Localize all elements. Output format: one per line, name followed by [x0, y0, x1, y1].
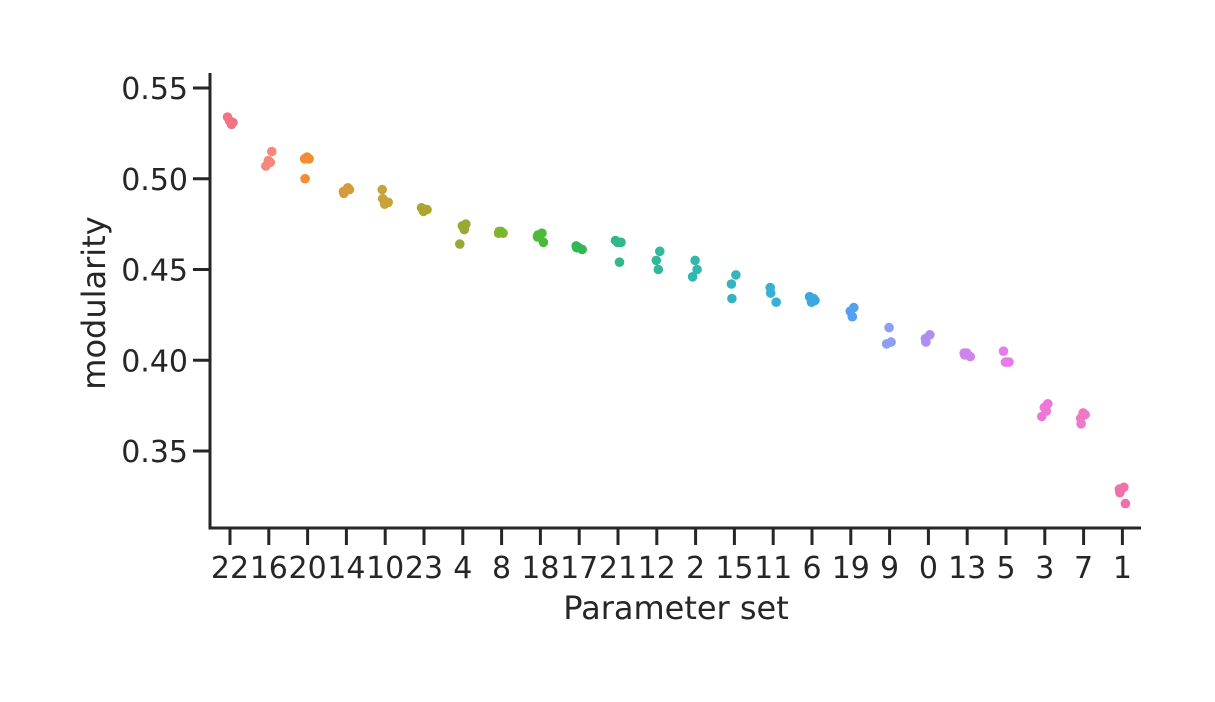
y-tick-label: 0.40 [121, 344, 188, 379]
x-tick-label: 4 [453, 551, 472, 586]
x-tick-label: 12 [638, 551, 676, 586]
data-point-9 [884, 322, 894, 333]
data-point-2 [687, 272, 698, 282]
x-tick-label: 18 [521, 551, 559, 586]
x-tick-label: 13 [948, 551, 986, 586]
x-tick-label: 10 [366, 551, 404, 586]
x-tick-label: 15 [715, 551, 753, 586]
data-point-15 [726, 279, 737, 289]
data-point-18 [533, 230, 543, 240]
data-point-23 [420, 204, 431, 215]
y-tick-label: 0.55 [121, 72, 188, 107]
data-point-11 [765, 288, 776, 298]
x-tick-label: 2 [686, 551, 705, 586]
y-tick-label: 0.35 [121, 435, 188, 470]
data-point-6 [808, 293, 819, 304]
data-point-5 [998, 346, 1009, 357]
x-tick-label: 11 [754, 551, 792, 586]
data-point-12 [653, 264, 664, 275]
y-tick-label: 0.45 [121, 254, 188, 289]
data-point-18 [538, 237, 549, 248]
data-point-22 [226, 119, 237, 130]
x-tick-label: 8 [492, 551, 511, 586]
data-point-4 [459, 224, 470, 235]
x-tick-label: 16 [250, 551, 288, 586]
data-point-0 [921, 337, 931, 347]
data-point-10 [379, 199, 390, 209]
data-point-17 [573, 242, 584, 253]
x-tick-label: 1 [1113, 551, 1132, 586]
data-point-7 [1076, 419, 1086, 429]
x-tick-label: 21 [599, 551, 637, 586]
data-point-13 [961, 348, 972, 358]
y-axis: 0.35 0.40 0.45 0.50 0.55 [121, 72, 212, 530]
data-point-16 [267, 146, 277, 157]
x-tick-label: 20 [289, 551, 327, 586]
data-point-2 [690, 255, 700, 266]
data-point-14 [344, 184, 355, 195]
x-tick-label: 7 [1074, 551, 1093, 586]
data-point-4 [455, 239, 465, 249]
data-point-21 [612, 237, 623, 248]
x-tick-label: 5 [996, 551, 1015, 586]
x-tick-label: 3 [1035, 551, 1054, 586]
x-tick-label: 19 [832, 551, 870, 586]
data-point-8 [494, 226, 504, 237]
data-point-1 [1115, 487, 1125, 498]
x-tick-label: 6 [802, 551, 821, 586]
data-point-3 [1037, 411, 1047, 422]
x-tick-label: 23 [405, 551, 443, 586]
x-tick-label: 0 [919, 551, 938, 586]
data-point-12 [651, 255, 662, 266]
data-point-20 [299, 154, 310, 164]
data-point-16 [261, 161, 271, 171]
x-tick-label: 14 [327, 551, 365, 586]
y-tick-label: 0.50 [121, 163, 188, 198]
data-point-15 [727, 293, 737, 304]
x-axis: 22 16 20 14 10 23 4 8 18 17 21 12 2 15 11 6 19 9 0 13 5 3 7 1 [208, 526, 1141, 586]
data-point-21 [614, 257, 625, 268]
data-point-15 [731, 270, 741, 280]
x-axis-label: Parameter set [563, 589, 789, 627]
data-point-12 [655, 246, 665, 257]
x-tick-label: 17 [560, 551, 598, 586]
x-tick-label: 22 [211, 551, 249, 586]
data-points [222, 112, 1131, 509]
data-point-11 [771, 297, 781, 308]
x-tick-label: 9 [880, 551, 899, 586]
data-point-5 [1002, 357, 1013, 367]
data-point-9 [881, 339, 892, 349]
data-point-10 [377, 184, 388, 195]
data-point-19 [847, 311, 858, 322]
data-point-2 [692, 264, 702, 275]
y-axis-label: modularity [75, 216, 113, 389]
data-point-1 [1120, 498, 1131, 509]
data-point-20 [300, 173, 310, 184]
